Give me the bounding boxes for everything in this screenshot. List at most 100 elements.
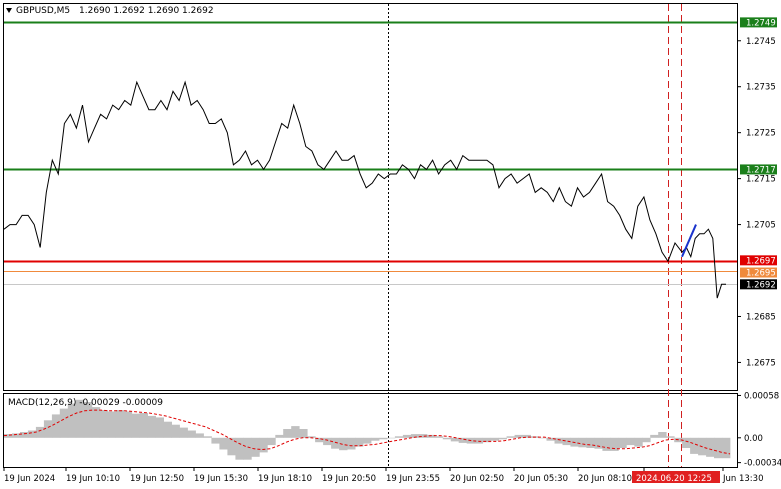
macd-histogram-bar (355, 437, 364, 447)
macd-histogram-bar (690, 437, 699, 454)
trend-segment (681, 224, 697, 258)
macd-histogram-bar (554, 437, 563, 444)
macd-label: MACD(12,26,9) -0.00029 -0.00009 (8, 398, 163, 408)
macd-axis: 0.00058 0.00 -0.00034 (737, 391, 781, 469)
macd-histogram-bar (347, 437, 356, 450)
level-badge (740, 279, 777, 290)
macd-histogram-bar (610, 437, 619, 451)
macd-signal-line (3, 409, 731, 455)
time-tick-label: 20 Jun 05:30 (514, 474, 568, 484)
time-tick-label: 19 Jun 2024 (4, 474, 55, 484)
price-tick-label: 1.2715 (746, 175, 776, 185)
price-tick-label: 1.2725 (746, 129, 776, 139)
macd-histogram-bar (482, 437, 492, 443)
macd-histogram-bar (458, 437, 468, 443)
macd-histogram-bar (219, 437, 228, 450)
macd-histogram-bar (67, 403, 77, 438)
macd-histogram-bar (139, 413, 148, 438)
macd-histogram-bar (51, 414, 61, 438)
level-badge-label: 1.2695 (746, 269, 776, 279)
macd-histogram-bar (59, 408, 69, 438)
time-tick-label: 19 Jun 23:55 (386, 474, 440, 484)
price-series (3, 80, 726, 299)
macd-histogram-bar (12, 433, 21, 438)
macd-histogram-bar (402, 434, 412, 438)
price-tick-label: 1.2685 (746, 312, 776, 322)
macd-histogram-bar (634, 437, 643, 447)
time-tick-label: 19 Jun 18:10 (258, 474, 312, 484)
macd-histogram-bar (195, 433, 204, 438)
macd-histogram-bar (179, 427, 188, 438)
macd-histogram-bar (91, 407, 101, 438)
macd-tick-label: 0.00058 (744, 391, 779, 401)
macd-histogram-bar (203, 436, 212, 438)
highlighted-time-badge (632, 471, 720, 483)
macd-histogram-bar (299, 429, 308, 438)
macd-histogram-bar (163, 421, 172, 438)
macd-histogram-bar (418, 434, 428, 438)
time-tick-label: 20 Jun 08:10 (578, 474, 632, 484)
macd-histogram-bar (650, 434, 659, 438)
macd-histogram-bar (315, 437, 324, 443)
macd-histogram-bar (450, 437, 460, 442)
collapse-triangle-icon[interactable] (6, 8, 12, 13)
macd-histogram-bar (171, 424, 180, 438)
macd-histogram-bar (251, 437, 260, 457)
macd-histogram-bar (490, 437, 500, 441)
macd-histogram-bar (155, 417, 164, 438)
macd-histogram-bar (83, 402, 93, 438)
main-panel-frame (3, 3, 738, 391)
macd-histogram-bar (514, 434, 523, 438)
level-badge (740, 164, 777, 175)
price-line (3, 80, 726, 299)
macd-histogram-bar (4, 434, 13, 438)
macd-histogram-bar (371, 437, 380, 441)
macd-histogram-bar (339, 437, 348, 451)
ohlc-label: 1.2690 1.2692 1.2690 1.2692 (79, 6, 214, 16)
macd-histogram-bar (291, 426, 300, 438)
macd-histogram-bar (586, 437, 595, 448)
macd-histogram-bar (187, 430, 196, 438)
level-badge-label: 1.2692 (746, 280, 776, 290)
macd-histogram-bar (434, 436, 444, 438)
macd-histogram-bar (267, 437, 276, 446)
macd-histogram-bar (474, 437, 484, 444)
macd-histogram-bar (410, 434, 420, 438)
macd-histogram-bar (20, 432, 29, 438)
macd-histogram-bar (147, 415, 156, 438)
macd-histogram-bar (379, 437, 388, 440)
macd-histogram-bar (506, 436, 515, 438)
time-tick-label: Jun 13:30 (722, 474, 763, 484)
price-tick-label: 1.2745 (746, 37, 776, 47)
macd-histogram-bar (618, 437, 627, 448)
level-badge-label: 1.2697 (746, 256, 776, 266)
time-tick-label: 19 Jun 15:30 (194, 474, 248, 484)
macd-histogram-bar (75, 399, 85, 438)
level-badge (740, 267, 777, 278)
macd-histogram-bar (43, 420, 53, 438)
level-badge (740, 255, 777, 266)
macd-histogram-bar (386, 437, 396, 439)
time-tick-label: 19 Jun 12:50 (130, 474, 184, 484)
macd-histogram-bar (211, 437, 220, 444)
time-tick-label: 2024.06.20 12:25 (636, 474, 712, 484)
macd-histogram-bar (626, 437, 635, 446)
price-axis: 1.2745 1.2735 1.2725 1.2715 1.2705 1.2685 1.26… (737, 37, 776, 368)
macd-histogram-bar (275, 434, 284, 438)
price-tick-label: 1.2705 (746, 221, 776, 231)
level-badge-label: 1.2717 (746, 165, 776, 175)
level-badge-label: 1.2749 (746, 18, 776, 28)
time-axis: 19 Jun 2024 19 Jun 10:10 19 Jun 12:50 19 Ju… (3, 467, 763, 484)
macd-histogram-bar (235, 437, 244, 460)
price-tick-label: 1.2735 (746, 83, 776, 93)
macd-histogram-bar (642, 437, 651, 443)
macd-histogram-bar (706, 437, 715, 457)
macd-histogram-bar (538, 437, 547, 439)
macd-histogram-bar (115, 410, 125, 438)
horizontal-levels (4, 21, 737, 285)
macd-histogram-bar (426, 434, 436, 438)
macd-histogram-bar (307, 436, 316, 438)
macd-histogram-bar (594, 437, 603, 449)
